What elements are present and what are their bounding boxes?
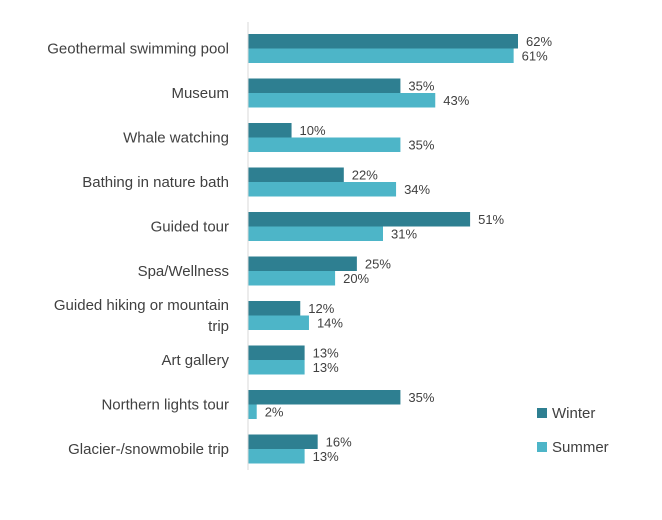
value-labels: 62%61%35%43%10%35%22%34%51%31%25%20%12%1…	[265, 34, 553, 464]
bar-summer	[248, 48, 514, 63]
data-label-winter: 62%	[526, 34, 552, 49]
data-label-winter: 16%	[326, 434, 352, 449]
category-label: Spa/Wellness	[138, 263, 229, 280]
category-label-line: Spa/Wellness	[138, 263, 229, 280]
category-label-line: Guided hiking or mountain	[54, 297, 229, 314]
category-labels: Geothermal swimming pool Museum Whale watc…	[47, 41, 229, 459]
category-label: Art gallery	[161, 352, 229, 369]
data-label-summer: 13%	[313, 360, 339, 375]
category-label-line: Bathing in nature bath	[82, 174, 229, 191]
bar-winter	[248, 167, 344, 182]
category-label-line: Glacier-/snowmobile trip	[68, 441, 229, 458]
data-label-winter: 51%	[478, 212, 504, 227]
data-label-summer: 31%	[391, 226, 417, 241]
data-label-summer: 61%	[522, 48, 548, 63]
data-label-winter: 22%	[352, 167, 378, 182]
category-label-line: trip	[208, 318, 229, 335]
data-label-winter: 25%	[365, 256, 391, 271]
category-label-line: Northern lights tour	[101, 397, 229, 414]
bar-winter	[248, 256, 357, 271]
data-label-winter: 35%	[408, 390, 434, 405]
bar-winter	[248, 301, 301, 316]
data-label-summer: 34%	[404, 182, 430, 197]
legend: Winter Summer	[537, 405, 609, 456]
data-label-summer: 14%	[317, 315, 343, 330]
bar-summer	[248, 93, 436, 108]
legend-label-summer: Summer	[552, 439, 609, 456]
data-label-summer: 43%	[443, 93, 469, 108]
category-label: Guided hiking or mountain trip	[54, 297, 229, 335]
bar-summer	[248, 271, 336, 286]
legend-swatch-summer	[537, 442, 547, 452]
bar-winter	[248, 123, 292, 138]
category-label: Glacier-/snowmobile trip	[68, 441, 229, 458]
bar-summer	[248, 315, 309, 330]
data-label-winter: 12%	[308, 301, 334, 316]
data-label-winter: 13%	[313, 345, 339, 360]
bar-summer	[248, 404, 257, 419]
bar-summer	[248, 360, 305, 375]
bar-winter	[248, 78, 401, 93]
category-label-line: Museum	[171, 85, 229, 102]
category-label-line: Geothermal swimming pool	[47, 41, 229, 58]
data-label-summer: 20%	[343, 271, 369, 286]
bar-summer	[248, 182, 397, 197]
bar-winter	[248, 212, 471, 227]
data-label-winter: 35%	[408, 78, 434, 93]
category-label: Geothermal swimming pool	[47, 41, 229, 58]
category-label: Museum	[171, 85, 229, 102]
data-label-winter: 10%	[300, 123, 326, 138]
bar-summer	[248, 449, 305, 464]
category-label: Bathing in nature bath	[82, 174, 229, 191]
bar-winter	[248, 34, 518, 49]
data-label-summer: 35%	[408, 137, 434, 152]
bars-group	[248, 34, 518, 464]
bar-winter	[248, 434, 318, 449]
legend-swatch-winter	[537, 408, 547, 418]
data-label-summer: 2%	[265, 404, 284, 419]
category-label-line: Art gallery	[161, 352, 229, 369]
bar-winter	[248, 390, 401, 405]
category-label-line: Whale watching	[123, 130, 229, 147]
data-label-summer: 13%	[313, 449, 339, 464]
bar-summer	[248, 226, 383, 241]
category-label: Whale watching	[123, 130, 229, 147]
legend-label-winter: Winter	[552, 405, 595, 422]
bar-winter	[248, 345, 305, 360]
bar-summer	[248, 137, 401, 152]
category-label: Northern lights tour	[101, 397, 229, 414]
category-label-line: Guided tour	[151, 219, 229, 236]
category-label: Guided tour	[151, 219, 229, 236]
